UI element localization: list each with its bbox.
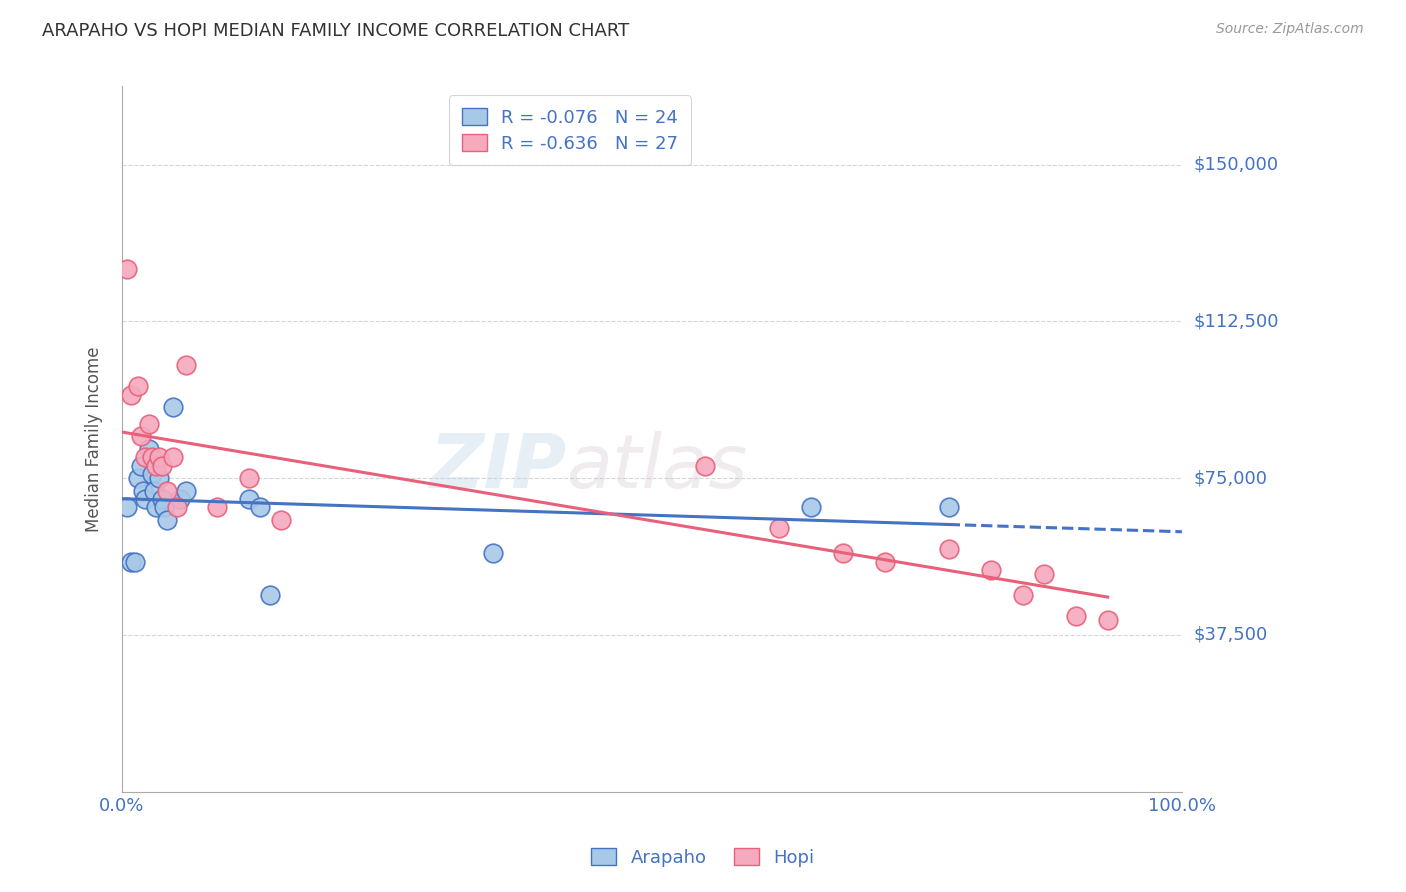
Point (800, 500, 823, 515)
Point (693, 458, 716, 473)
Point (148, 471, 170, 485)
Point (259, 588, 281, 602)
Point (831, 546, 853, 560)
Text: ZIP: ZIP (430, 431, 567, 504)
Point (270, 513, 292, 527)
Point (134, 492, 156, 507)
Point (127, 379, 149, 393)
Point (117, 500, 139, 515)
Point (166, 500, 188, 515)
Text: $37,500: $37,500 (1194, 626, 1267, 644)
Point (238, 471, 260, 485)
Point (145, 500, 167, 515)
Point (1012, 588, 1035, 602)
Point (768, 521, 790, 535)
Legend: Arapaho, Hopi: Arapaho, Hopi (583, 841, 823, 874)
Text: $150,000: $150,000 (1194, 156, 1278, 174)
Point (129, 458, 152, 473)
Point (162, 400, 184, 414)
Point (938, 542, 960, 557)
Point (169, 492, 191, 507)
Point (142, 483, 165, 498)
Point (150, 492, 173, 507)
Text: $75,000: $75,000 (1194, 469, 1267, 487)
Point (138, 417, 160, 431)
Point (1097, 613, 1119, 627)
Point (482, 546, 505, 560)
Y-axis label: Median Family Income: Median Family Income (86, 346, 103, 532)
Point (155, 513, 177, 527)
Point (148, 450, 170, 465)
Point (138, 442, 160, 456)
Point (124, 555, 146, 569)
Point (129, 429, 152, 443)
Point (145, 458, 167, 473)
Text: atlas: atlas (567, 431, 748, 503)
Point (134, 450, 156, 465)
Point (238, 492, 260, 507)
Point (141, 450, 163, 465)
Text: $112,500: $112,500 (1194, 312, 1278, 330)
Point (120, 555, 142, 569)
Point (980, 563, 1002, 577)
Point (132, 483, 155, 498)
Point (875, 555, 897, 569)
Point (127, 471, 149, 485)
Legend: R = -0.076   N = 24, R = -0.636   N = 27: R = -0.076 N = 24, R = -0.636 N = 27 (449, 95, 690, 166)
Point (141, 467, 163, 481)
Point (174, 359, 197, 373)
Point (155, 483, 177, 498)
Point (117, 262, 139, 277)
Point (162, 450, 184, 465)
Point (174, 483, 197, 498)
Point (1064, 609, 1087, 624)
Point (120, 387, 142, 401)
Point (938, 500, 960, 515)
Text: Source: ZipAtlas.com: Source: ZipAtlas.com (1216, 22, 1364, 37)
Point (150, 458, 173, 473)
Point (207, 500, 229, 515)
Point (249, 500, 271, 515)
Text: ARAPAHO VS HOPI MEDIAN FAMILY INCOME CORRELATION CHART: ARAPAHO VS HOPI MEDIAN FAMILY INCOME COR… (42, 22, 630, 40)
Point (1033, 567, 1056, 582)
Point (153, 500, 176, 515)
